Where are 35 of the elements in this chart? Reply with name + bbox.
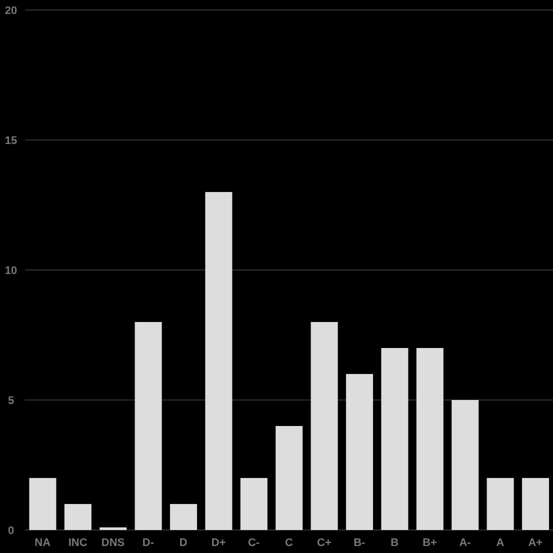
x-tick-label: B- — [354, 536, 366, 549]
x-tick-label: A- — [459, 536, 472, 549]
x-tick-label: C+ — [317, 536, 332, 549]
x-tick-label: D — [179, 536, 188, 549]
x-tick-label: INC — [68, 536, 88, 549]
bar — [416, 348, 444, 530]
y-tick-label: 0 — [8, 524, 14, 537]
y-tick-label: 10 — [4, 264, 18, 277]
bar — [276, 426, 303, 530]
x-tick-label: D- — [142, 536, 154, 549]
y-tick-label: 20 — [4, 4, 18, 17]
bar — [486, 478, 514, 530]
bar — [134, 322, 162, 530]
x-tick-label: A+ — [528, 536, 543, 549]
x-tick-label: B+ — [422, 536, 437, 549]
bar — [346, 374, 374, 530]
bar — [240, 478, 268, 530]
x-tick-label: DNS — [101, 536, 125, 549]
bar — [381, 348, 408, 530]
bar — [29, 478, 56, 530]
x-tick-label: C- — [248, 536, 260, 549]
x-tick-label: D+ — [211, 536, 226, 549]
x-tick-label: B — [390, 536, 399, 549]
x-tick-label: C — [285, 536, 294, 549]
y-tick-label: 5 — [8, 394, 14, 407]
bar — [64, 504, 92, 530]
bar — [170, 504, 198, 530]
x-tick-label: NA — [34, 536, 51, 549]
bar — [100, 527, 127, 530]
bar — [310, 322, 338, 530]
bar — [452, 400, 479, 530]
x-tick-label: A — [496, 536, 504, 549]
bar — [522, 478, 550, 530]
y-tick-label: 15 — [4, 134, 18, 147]
bar — [205, 192, 232, 530]
